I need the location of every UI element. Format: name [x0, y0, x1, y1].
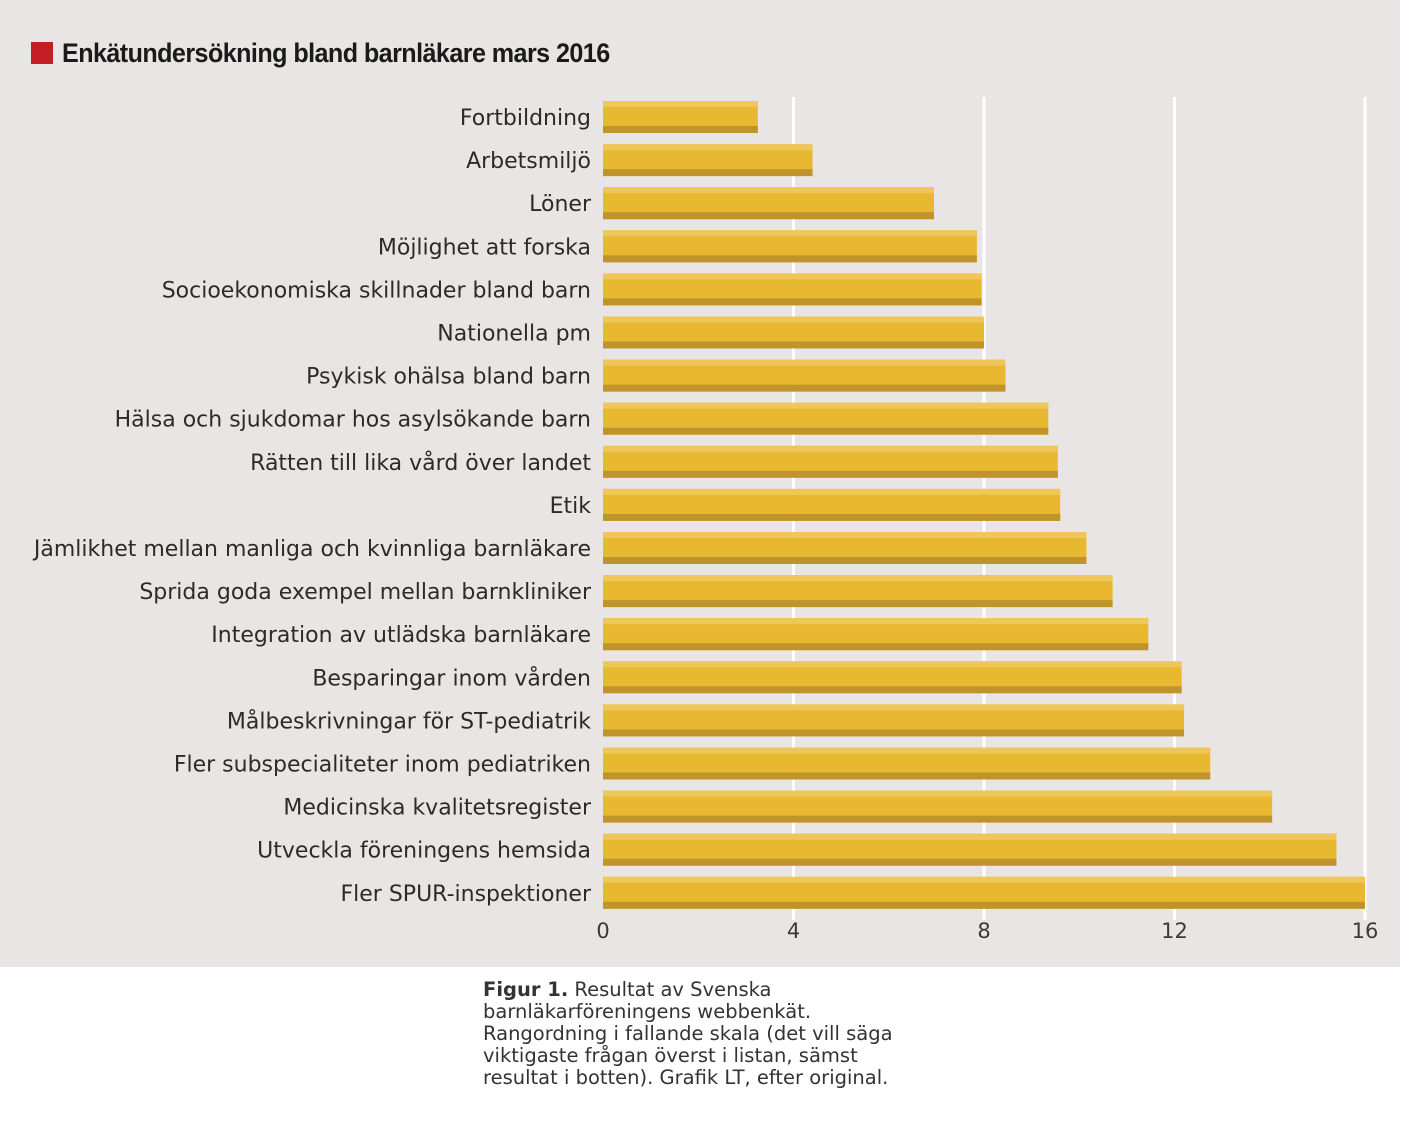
bar-15 — [603, 747, 1211, 780]
category-label: Nationella pm — [437, 322, 591, 347]
category-labels: Fortbildning Arbetsmiljö Löner Möjlighet at… — [32, 106, 592, 907]
bar-shadow — [603, 901, 1365, 909]
x-tick-label: 16 — [1352, 919, 1379, 943]
category-label: Rätten till lika vård över landet — [250, 450, 591, 476]
bar-highlight — [603, 316, 984, 323]
bar-1 — [603, 144, 813, 177]
chart-title: Enkätundersökning bland barnläkare mars … — [62, 37, 610, 68]
category-label: Fortbildning — [460, 106, 591, 131]
category-label: Etik — [550, 494, 592, 519]
bar-18 — [603, 876, 1365, 909]
caption-text: Resultat av Svenska barnläkarföreningens… — [483, 978, 893, 1089]
x-tick-label: 0 — [596, 919, 609, 943]
bar-2 — [603, 187, 934, 220]
bar-shadow — [603, 858, 1337, 866]
bar-shadow — [603, 298, 982, 306]
bar-6 — [603, 359, 1006, 392]
bar-highlight — [603, 532, 1087, 538]
caption-label: Figur 1. — [483, 978, 569, 1001]
bar-highlight — [603, 618, 1149, 625]
category-label: Utveckla föreningens hemsida — [257, 839, 591, 864]
bar-highlight — [603, 445, 1058, 452]
bar-shadow — [603, 255, 977, 263]
bar-shadow — [603, 772, 1211, 780]
bar-shadow — [603, 341, 984, 349]
bar-shadow — [603, 513, 1061, 521]
bar-highlight — [603, 402, 1049, 409]
x-axis-ticks: 0 4 8 12 16 — [596, 919, 1378, 943]
bar-chart: Fortbildning Arbetsmiljö Löner Möjlighet at… — [32, 97, 1378, 943]
bar-9 — [603, 488, 1061, 521]
bar-highlight — [603, 488, 1061, 495]
bar-highlight — [603, 661, 1182, 668]
bar-10 — [603, 532, 1087, 564]
category-label: Jämlikhet mellan manliga och kvinnliga b… — [32, 537, 591, 562]
bar-shadow — [603, 557, 1087, 564]
bar-highlight — [603, 575, 1113, 582]
bar-4 — [603, 273, 982, 306]
category-label: Besparingar inom vården — [312, 665, 591, 691]
bar-11 — [603, 575, 1113, 608]
bar-shadow — [603, 729, 1185, 737]
x-tick-label: 8 — [977, 919, 990, 943]
bar-12 — [603, 618, 1149, 651]
bar-shadow — [603, 686, 1182, 694]
bar-shadow — [603, 643, 1149, 651]
bar-highlight — [603, 833, 1337, 840]
bar-highlight — [603, 273, 982, 280]
bar-highlight — [603, 144, 813, 151]
bar-shadow — [603, 384, 1006, 392]
category-label: Medicinska kvalitetsregister — [283, 796, 592, 821]
bar-shadow — [603, 427, 1049, 435]
category-label: Möjlighet att forska — [378, 235, 591, 260]
category-label: Integration av utlädska barnläkare — [211, 623, 591, 648]
bar-highlight — [603, 704, 1185, 711]
bar-highlight — [603, 747, 1211, 754]
title-color-swatch — [31, 42, 53, 64]
bar-3 — [603, 230, 977, 263]
x-tick-label: 4 — [787, 919, 800, 943]
bar-16 — [603, 790, 1273, 823]
x-tick-label: 12 — [1161, 919, 1188, 943]
chart-title-block: Enkätundersökning bland barnläkare mars … — [31, 36, 651, 70]
category-label: Socioekonomiska skillnader bland barn — [162, 278, 591, 303]
bar-14 — [603, 704, 1185, 737]
category-label: Målbeskrivningar för ST-pediatrik — [227, 708, 591, 734]
category-label: Löner — [529, 192, 592, 217]
bar-shadow — [603, 815, 1273, 823]
bar-5 — [603, 316, 984, 349]
bar-highlight — [603, 230, 977, 237]
category-label: Sprida goda exempel mellan barnkliniker — [139, 580, 592, 605]
bar-8 — [603, 445, 1058, 478]
figure-caption: Figur 1. Resultat av Svenska barnläkarfö… — [483, 979, 923, 1089]
category-label: Arbetsmiljö — [466, 149, 591, 174]
bar-shadow — [603, 126, 758, 133]
bar-highlight — [603, 101, 758, 107]
category-label: Fler SPUR-inspektioner — [341, 882, 592, 907]
bar-shadow — [603, 169, 813, 177]
bar-highlight — [603, 790, 1273, 797]
bar-highlight — [603, 876, 1365, 883]
category-label: Fler subspecialiteter inom pediatriken — [174, 753, 591, 778]
bar-17 — [603, 833, 1337, 866]
category-label: Hälsa och sjukdomar hos asylsökande barn — [115, 408, 591, 433]
bar-0 — [603, 101, 758, 133]
bar-13 — [603, 661, 1182, 694]
bars — [603, 101, 1365, 909]
bar-shadow — [603, 212, 934, 220]
category-label: Psykisk ohälsa bland barn — [306, 365, 591, 390]
bar-shadow — [603, 600, 1113, 608]
bar-shadow — [603, 470, 1058, 478]
bar-7 — [603, 402, 1049, 435]
bar-highlight — [603, 359, 1006, 366]
bar-highlight — [603, 187, 934, 194]
